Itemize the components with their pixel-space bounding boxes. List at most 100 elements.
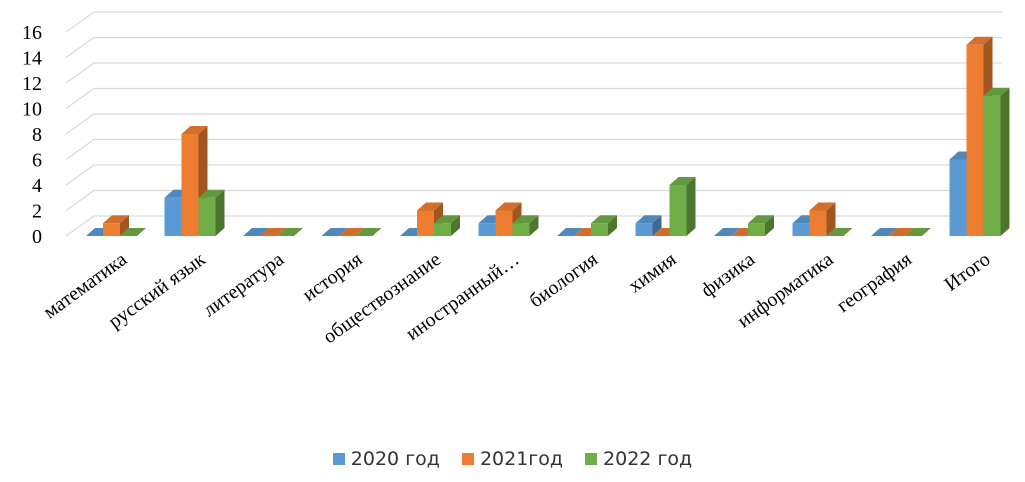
bar-top bbox=[120, 228, 146, 236]
legend-label-2020: 2020 год bbox=[350, 448, 440, 470]
legend-swatch-2022 bbox=[585, 453, 598, 465]
bar-side bbox=[215, 189, 225, 236]
bar-top bbox=[321, 228, 348, 236]
bar-side bbox=[686, 177, 696, 236]
gridline bbox=[65, 113, 1002, 135]
bar-top bbox=[260, 228, 286, 236]
y-tick-label: 4 bbox=[32, 175, 42, 197]
bar-front bbox=[792, 223, 810, 236]
bar-front bbox=[417, 210, 434, 236]
bar bbox=[669, 177, 696, 236]
bar-top bbox=[338, 228, 365, 236]
x-tick-label: география bbox=[833, 248, 916, 317]
bar bbox=[277, 228, 303, 236]
bar-front bbox=[495, 210, 513, 236]
bar-top bbox=[983, 87, 1010, 96]
bar bbox=[120, 228, 146, 236]
y-tick-label: 14 bbox=[22, 48, 42, 70]
bar bbox=[198, 189, 225, 236]
bar bbox=[557, 228, 583, 236]
x-tick-label: физика bbox=[697, 248, 759, 301]
bar-front bbox=[181, 134, 199, 236]
bar-top bbox=[669, 177, 696, 185]
bar bbox=[338, 228, 365, 236]
y-tick-label: 8 bbox=[32, 124, 42, 146]
bar-top bbox=[826, 228, 853, 236]
bar bbox=[826, 228, 853, 236]
bar-top bbox=[103, 215, 129, 224]
bar bbox=[591, 215, 617, 236]
bar bbox=[243, 228, 269, 236]
bar-front bbox=[434, 223, 451, 236]
gridline bbox=[65, 36, 1002, 58]
bars bbox=[86, 36, 1010, 236]
bar-top bbox=[809, 202, 836, 211]
gridline bbox=[65, 138, 1002, 160]
bar-front bbox=[635, 223, 653, 236]
bar-top bbox=[635, 215, 662, 224]
legend-swatch-2021 bbox=[461, 453, 474, 465]
bar bbox=[103, 215, 129, 236]
bar-side bbox=[765, 215, 774, 236]
bar-front bbox=[983, 95, 1001, 236]
bar bbox=[321, 228, 348, 236]
bar-front bbox=[512, 223, 530, 236]
legend-label-2021: 2021год bbox=[479, 448, 564, 470]
bar-front bbox=[809, 210, 827, 236]
x-tick-label: химия bbox=[624, 248, 680, 297]
legend-item-2021: 2021год bbox=[461, 448, 564, 470]
bar bbox=[434, 215, 460, 236]
bar-top bbox=[748, 215, 774, 224]
bar-front bbox=[103, 223, 120, 236]
bar-front bbox=[949, 159, 967, 236]
bar-side bbox=[529, 215, 539, 236]
bar-front bbox=[591, 223, 608, 236]
bar bbox=[635, 215, 662, 236]
bar bbox=[714, 228, 740, 236]
bar-top bbox=[417, 202, 443, 211]
bar-side bbox=[652, 215, 662, 236]
bar bbox=[905, 228, 931, 236]
bar-top bbox=[243, 228, 269, 236]
gridline bbox=[65, 87, 1002, 109]
bar-top bbox=[277, 228, 303, 236]
gridlines bbox=[65, 11, 1002, 237]
x-tick-label: литература bbox=[199, 248, 288, 321]
legend-swatch-2020 bbox=[332, 453, 345, 465]
y-tick-label: 12 bbox=[22, 73, 42, 95]
bar bbox=[748, 215, 774, 236]
gridline bbox=[65, 164, 1002, 186]
bar-front bbox=[198, 197, 216, 236]
gridline bbox=[65, 62, 1002, 84]
bar-top bbox=[905, 228, 931, 236]
bar-top bbox=[198, 189, 225, 198]
gridline bbox=[65, 189, 1002, 211]
bar-top bbox=[591, 215, 617, 224]
bar bbox=[355, 228, 382, 236]
bar-side bbox=[826, 202, 836, 236]
gridline bbox=[65, 215, 1002, 237]
bar-side bbox=[1000, 87, 1010, 236]
bar-side bbox=[451, 215, 460, 236]
bar-front bbox=[748, 223, 765, 236]
bar-side bbox=[608, 215, 617, 236]
y-tick-label: 0 bbox=[32, 226, 42, 248]
bar-top bbox=[495, 202, 522, 211]
bar bbox=[983, 87, 1010, 236]
y-axis: 0 2 4 6 8 10 12 14 16 bbox=[22, 22, 42, 248]
y-tick-label: 2 bbox=[32, 201, 42, 223]
bar-front bbox=[966, 44, 984, 236]
bar-top bbox=[434, 215, 460, 224]
bar-front bbox=[478, 223, 496, 236]
bar-top bbox=[966, 36, 993, 45]
bar bbox=[888, 228, 914, 236]
bar bbox=[809, 202, 836, 236]
bar-top bbox=[714, 228, 740, 236]
bar-top bbox=[888, 228, 914, 236]
bar-front bbox=[164, 197, 182, 236]
bar-front bbox=[669, 185, 687, 236]
bar bbox=[871, 228, 897, 236]
bar-side bbox=[120, 215, 129, 236]
